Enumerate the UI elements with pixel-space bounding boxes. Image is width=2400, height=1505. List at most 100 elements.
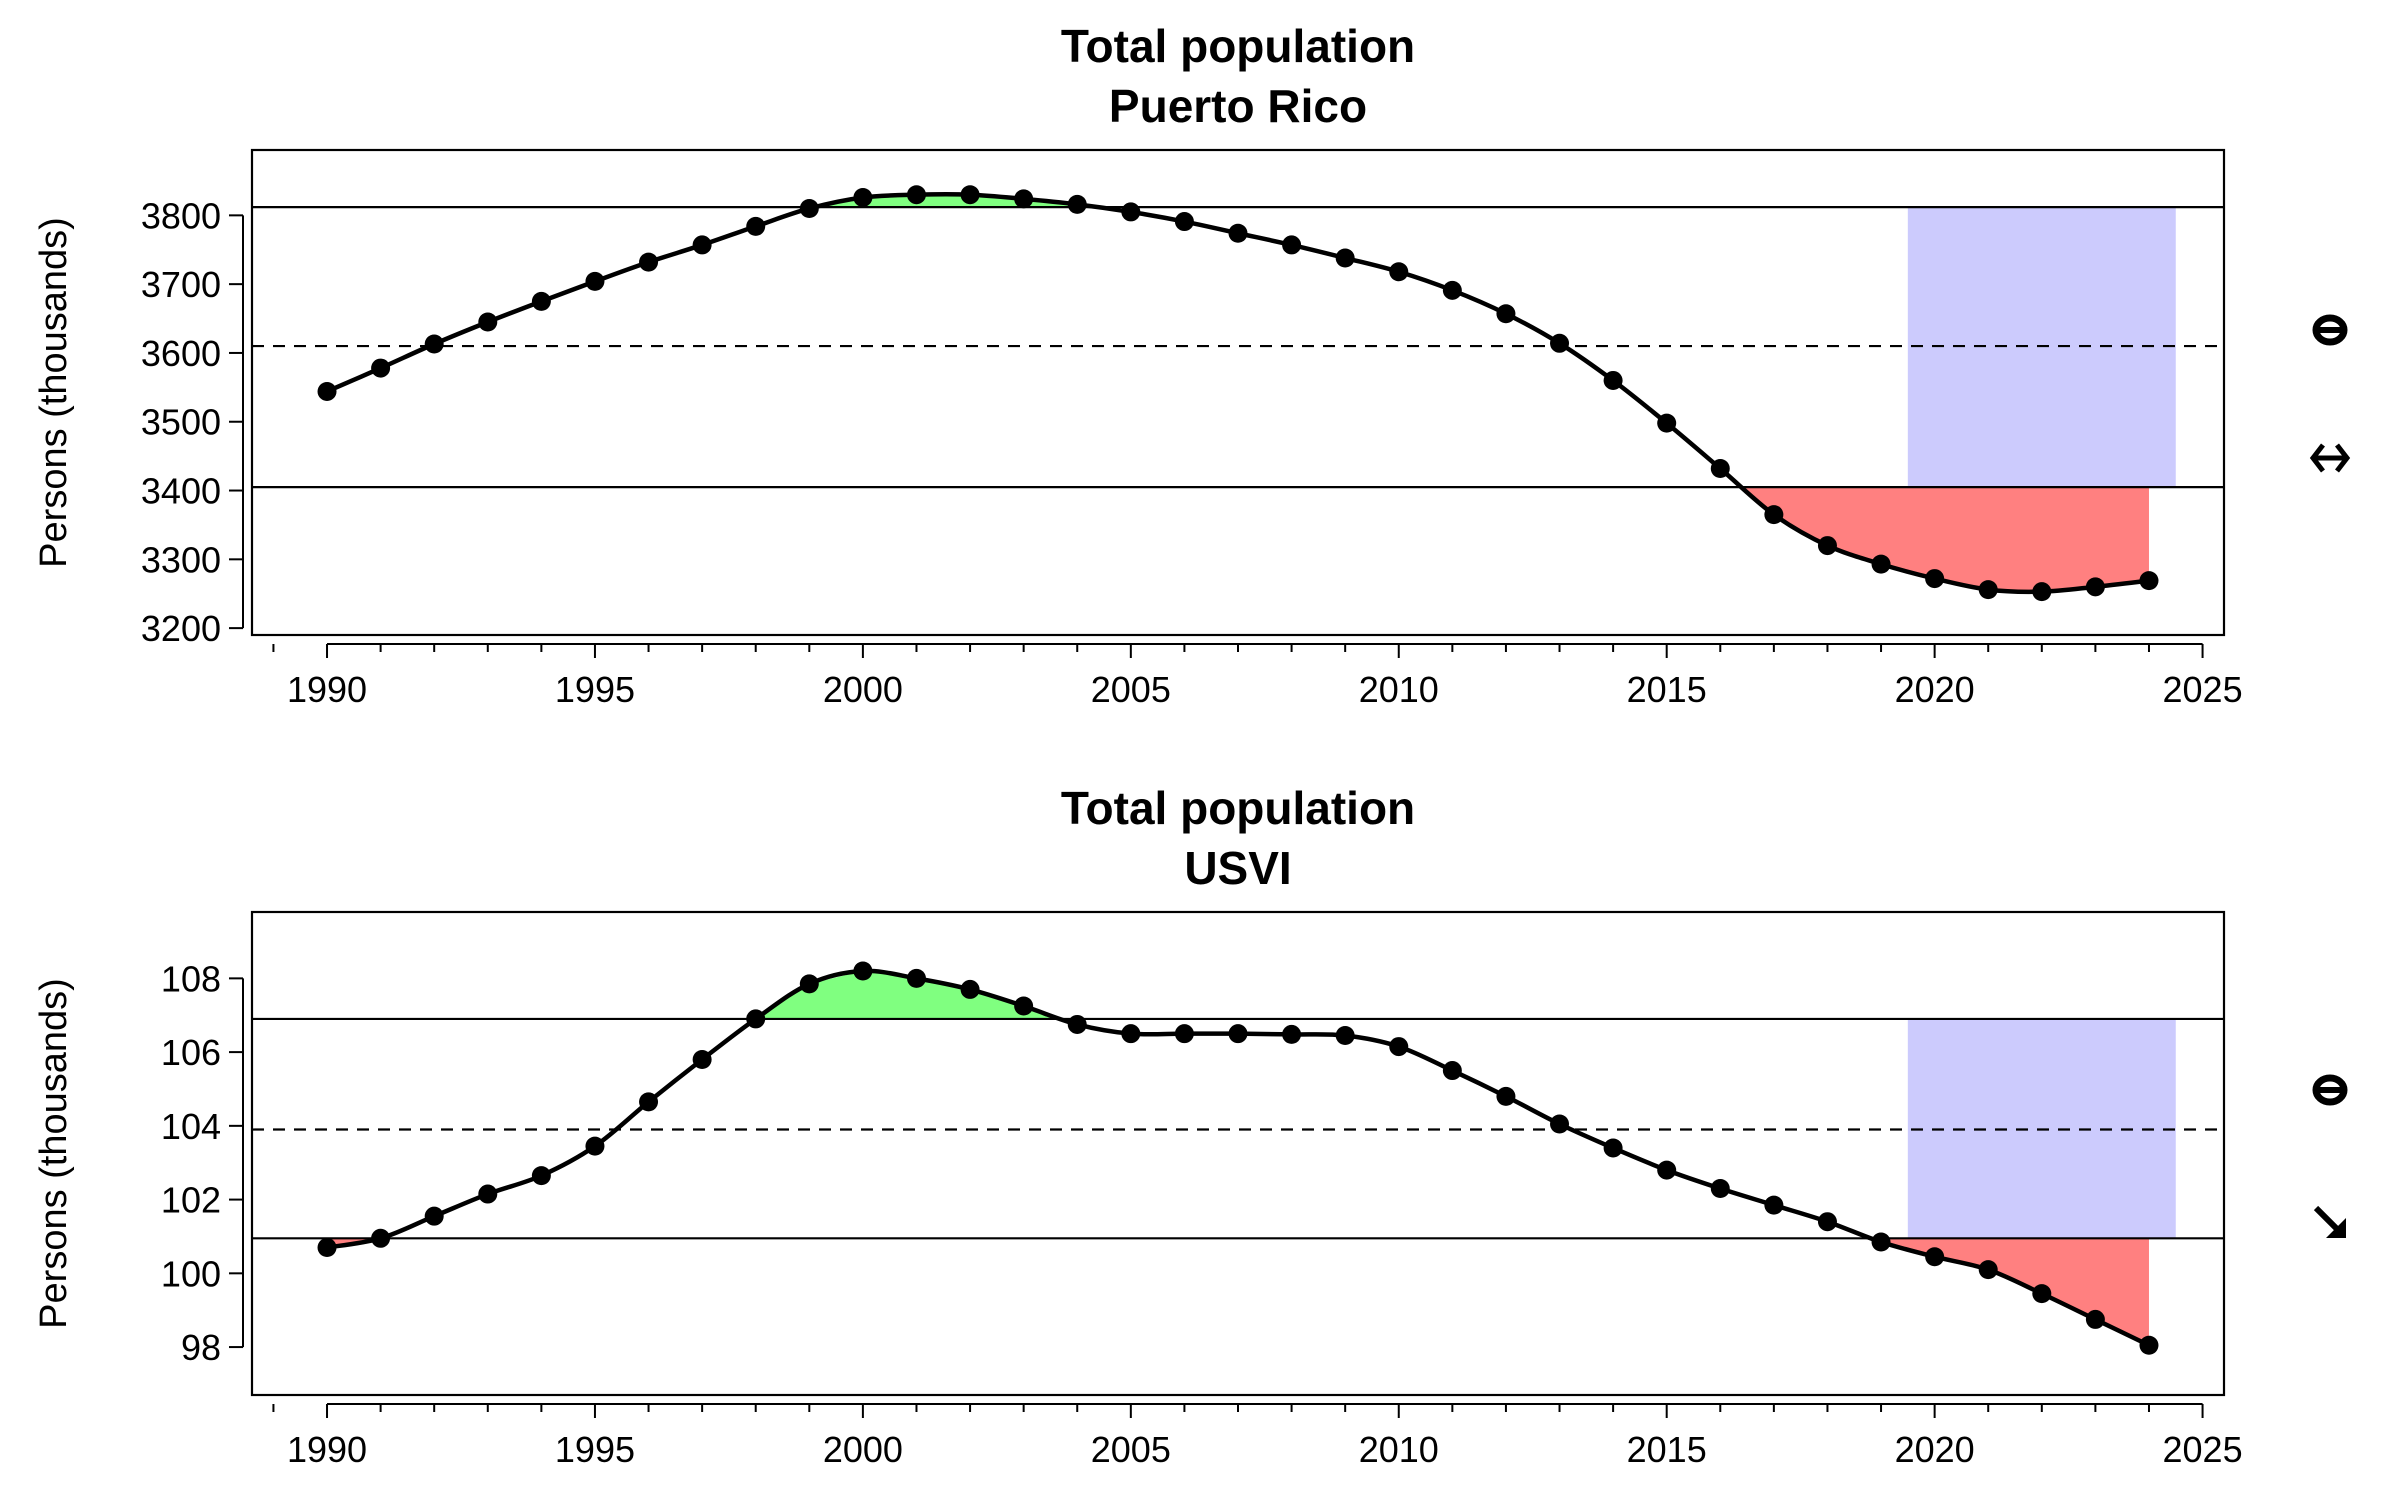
data-point-2007 [1228,223,1248,243]
data-point-1998 [746,216,766,236]
below-lower-fill [327,487,2149,592]
data-point-2009 [1335,1026,1355,1046]
y-tick-label: 3400 [141,471,221,512]
data-point-1992 [424,334,444,354]
y-tick-label: 3500 [141,402,221,443]
arrow-down-right-icon [2313,1205,2346,1238]
arrow-head-right [2335,443,2351,473]
data-point-1991 [371,358,391,378]
data-point-2015 [1657,1160,1677,1180]
chart-title: Total population [1061,782,1415,834]
data-point-2012 [1496,1086,1516,1106]
data-point-2009 [1335,248,1355,268]
data-point-1999 [799,198,819,218]
data-point-2015 [1657,413,1677,433]
y-tick-label: 3300 [141,539,221,580]
data-point-2023 [2085,1309,2105,1329]
data-point-2018 [1817,1212,1837,1232]
chart-title: Total population [1061,20,1415,72]
x-tick-label: 2015 [1627,1429,1707,1470]
data-point-1992 [424,1206,444,1226]
data-point-2010 [1389,262,1409,282]
data-point-2024 [2139,571,2159,591]
data-point-2016 [1710,459,1730,479]
data-point-2021 [1978,580,1998,600]
circle-bar-icon [2312,314,2348,346]
data-point-2001 [906,968,926,988]
data-point-1993 [478,1184,498,1204]
panel-2: 1990 1995 2000 2005 2010 2015 2020 2025 98 100 102… [33,782,2348,1470]
data-point-1991 [371,1228,391,1248]
data-point-2013 [1550,1114,1570,1134]
x-tick-label: 2005 [1091,1429,1171,1470]
data-point-2019 [1871,554,1891,574]
y-tick-label: 3800 [141,195,221,236]
data-point-1997 [692,235,712,255]
y-axis-label: Persons (thousands) [33,217,75,568]
y-tick-label: 102 [161,1180,221,1221]
above-upper-fill [327,970,2149,1019]
x-tick-label: 1990 [287,669,367,710]
arrow-head-left [2309,443,2325,473]
data-point-2011 [1442,1061,1462,1081]
x-tick-label: 2020 [1895,669,1975,710]
data-point-2004 [1067,194,1087,214]
data-point-2018 [1817,536,1837,556]
data-point-1990 [317,1238,337,1258]
data-point-2014 [1603,370,1623,390]
data-point-1994 [531,1166,551,1186]
x-tick-label: 1995 [555,669,635,710]
x-tick-label: 2000 [823,1429,903,1470]
y-tick-label: 3200 [141,608,221,649]
data-point-1999 [799,974,819,994]
data-point-2000 [853,961,873,981]
data-point-2013 [1550,333,1570,353]
data-point-2005 [1121,1024,1141,1044]
data-point-2003 [1014,996,1034,1016]
plot-area [252,961,2224,1355]
data-point-2011 [1442,280,1462,300]
data-point-2019 [1871,1232,1891,1252]
data-point-1993 [478,312,498,332]
y-tick-label: 106 [161,1032,221,1073]
data-point-2017 [1764,505,1784,525]
y-tick-label: 98 [181,1327,221,1368]
data-point-2008 [1282,235,1302,255]
data-point-2016 [1710,1179,1730,1199]
x-tick-label: 2025 [2163,669,2243,710]
chart-subtitle: USVI [1184,842,1291,894]
double-arrow-horizontal-icon [2309,443,2351,473]
data-point-2006 [1174,1024,1194,1044]
data-point-2022 [2032,582,2052,602]
x-tick-label: 2015 [1627,669,1707,710]
arrow-head [2326,1218,2346,1238]
data-point-2004 [1067,1014,1087,1034]
y-tick-label: 108 [161,958,221,999]
data-point-1990 [317,381,337,401]
panel-1: 1990 1995 2000 2005 2010 2015 2020 2025 3200 3300… [33,20,2351,710]
data-point-2003 [1014,189,1034,209]
y-tick-label: 100 [161,1253,221,1294]
above-upper-fill [327,194,2149,208]
data-point-2006 [1174,212,1194,232]
y-tick-label: 104 [161,1106,221,1147]
data-point-2012 [1496,304,1516,324]
chart-subtitle: Puerto Rico [1109,80,1367,132]
data-point-1995 [585,271,605,291]
y-tick-label: 3600 [141,333,221,374]
data-point-1996 [639,1092,659,1112]
data-point-1994 [531,291,551,311]
x-tick-label: 2000 [823,669,903,710]
data-point-2010 [1389,1037,1409,1057]
data-point-2002 [960,979,980,999]
data-point-1998 [746,1009,766,1029]
data-point-2005 [1121,202,1141,222]
data-point-2002 [960,185,980,205]
data-point-2022 [2032,1284,2052,1304]
data-point-1995 [585,1136,605,1156]
x-tick-label: 2005 [1091,669,1171,710]
data-point-2014 [1603,1138,1623,1158]
data-point-2023 [2085,577,2105,597]
x-tick-label: 1995 [555,1429,635,1470]
